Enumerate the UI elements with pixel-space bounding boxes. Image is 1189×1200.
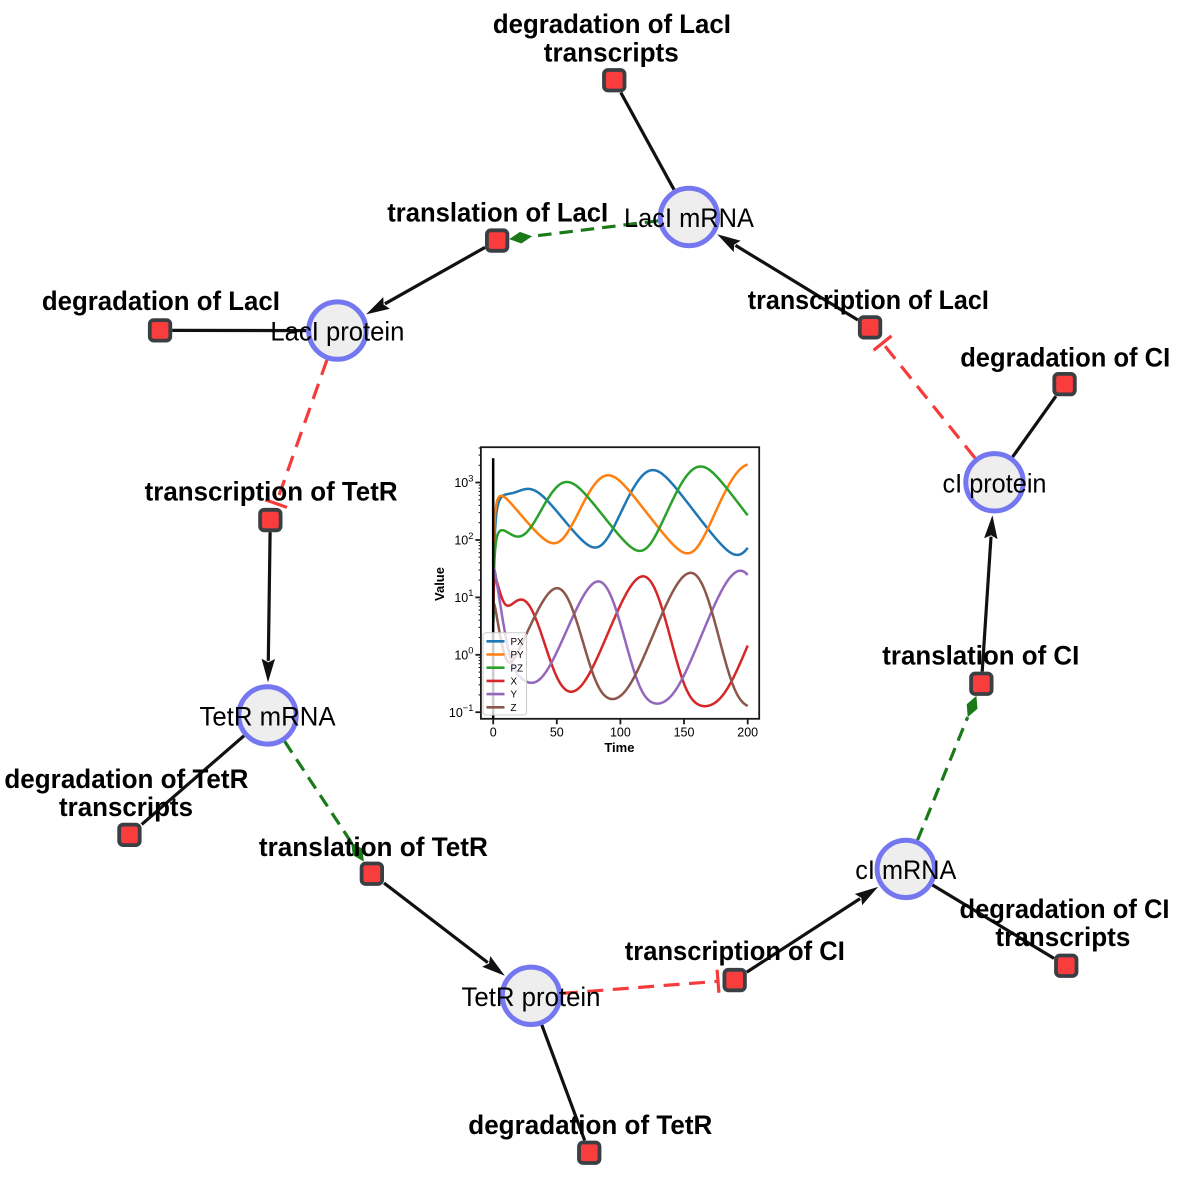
svg-text:50: 50: [550, 726, 564, 740]
svg-text:100: 100: [610, 726, 631, 740]
svg-text:transcription of LacI: transcription of LacI: [748, 285, 989, 315]
svg-text:cI mRNA: cI mRNA: [855, 855, 956, 885]
svg-text:degradation of CI: degradation of CI: [960, 343, 1170, 373]
svg-text:translation of LacI: translation of LacI: [387, 197, 608, 227]
svg-text:200: 200: [737, 726, 758, 740]
svg-text:TetR mRNA: TetR mRNA: [200, 701, 336, 731]
svg-text:cI protein: cI protein: [943, 468, 1047, 498]
svg-text:PX: PX: [511, 637, 525, 648]
svg-text:degradation of TetR: degradation of TetR: [468, 1110, 712, 1140]
svg-text:degradation of CI: degradation of CI: [960, 894, 1170, 924]
svg-text:degradation of LacI: degradation of LacI: [493, 9, 731, 39]
svg-text:150: 150: [674, 726, 695, 740]
svg-text:0: 0: [490, 726, 497, 740]
svg-text:PY: PY: [511, 650, 525, 661]
svg-text:degradation of TetR: degradation of TetR: [4, 764, 248, 794]
svg-text:Value: Value: [432, 567, 447, 601]
svg-text:Z: Z: [511, 703, 517, 714]
svg-text:transcription of CI: transcription of CI: [625, 936, 845, 966]
svg-text:Y: Y: [511, 690, 518, 701]
svg-text:LacI protein: LacI protein: [270, 317, 404, 347]
svg-text:translation of TetR: translation of TetR: [259, 832, 488, 862]
svg-text:Time: Time: [604, 740, 634, 755]
svg-text:transcription of TetR: transcription of TetR: [145, 477, 398, 507]
svg-text:transcripts: transcripts: [59, 792, 193, 822]
svg-text:LacI mRNA: LacI mRNA: [624, 203, 754, 233]
svg-text:PZ: PZ: [511, 663, 524, 674]
svg-text:X: X: [511, 677, 518, 688]
svg-text:degradation of LacI: degradation of LacI: [42, 286, 280, 316]
svg-text:transcripts: transcripts: [995, 922, 1130, 952]
svg-text:TetR protein: TetR protein: [462, 982, 601, 1012]
svg-text:transcripts: transcripts: [544, 38, 679, 68]
svg-text:translation of CI: translation of CI: [882, 641, 1079, 671]
